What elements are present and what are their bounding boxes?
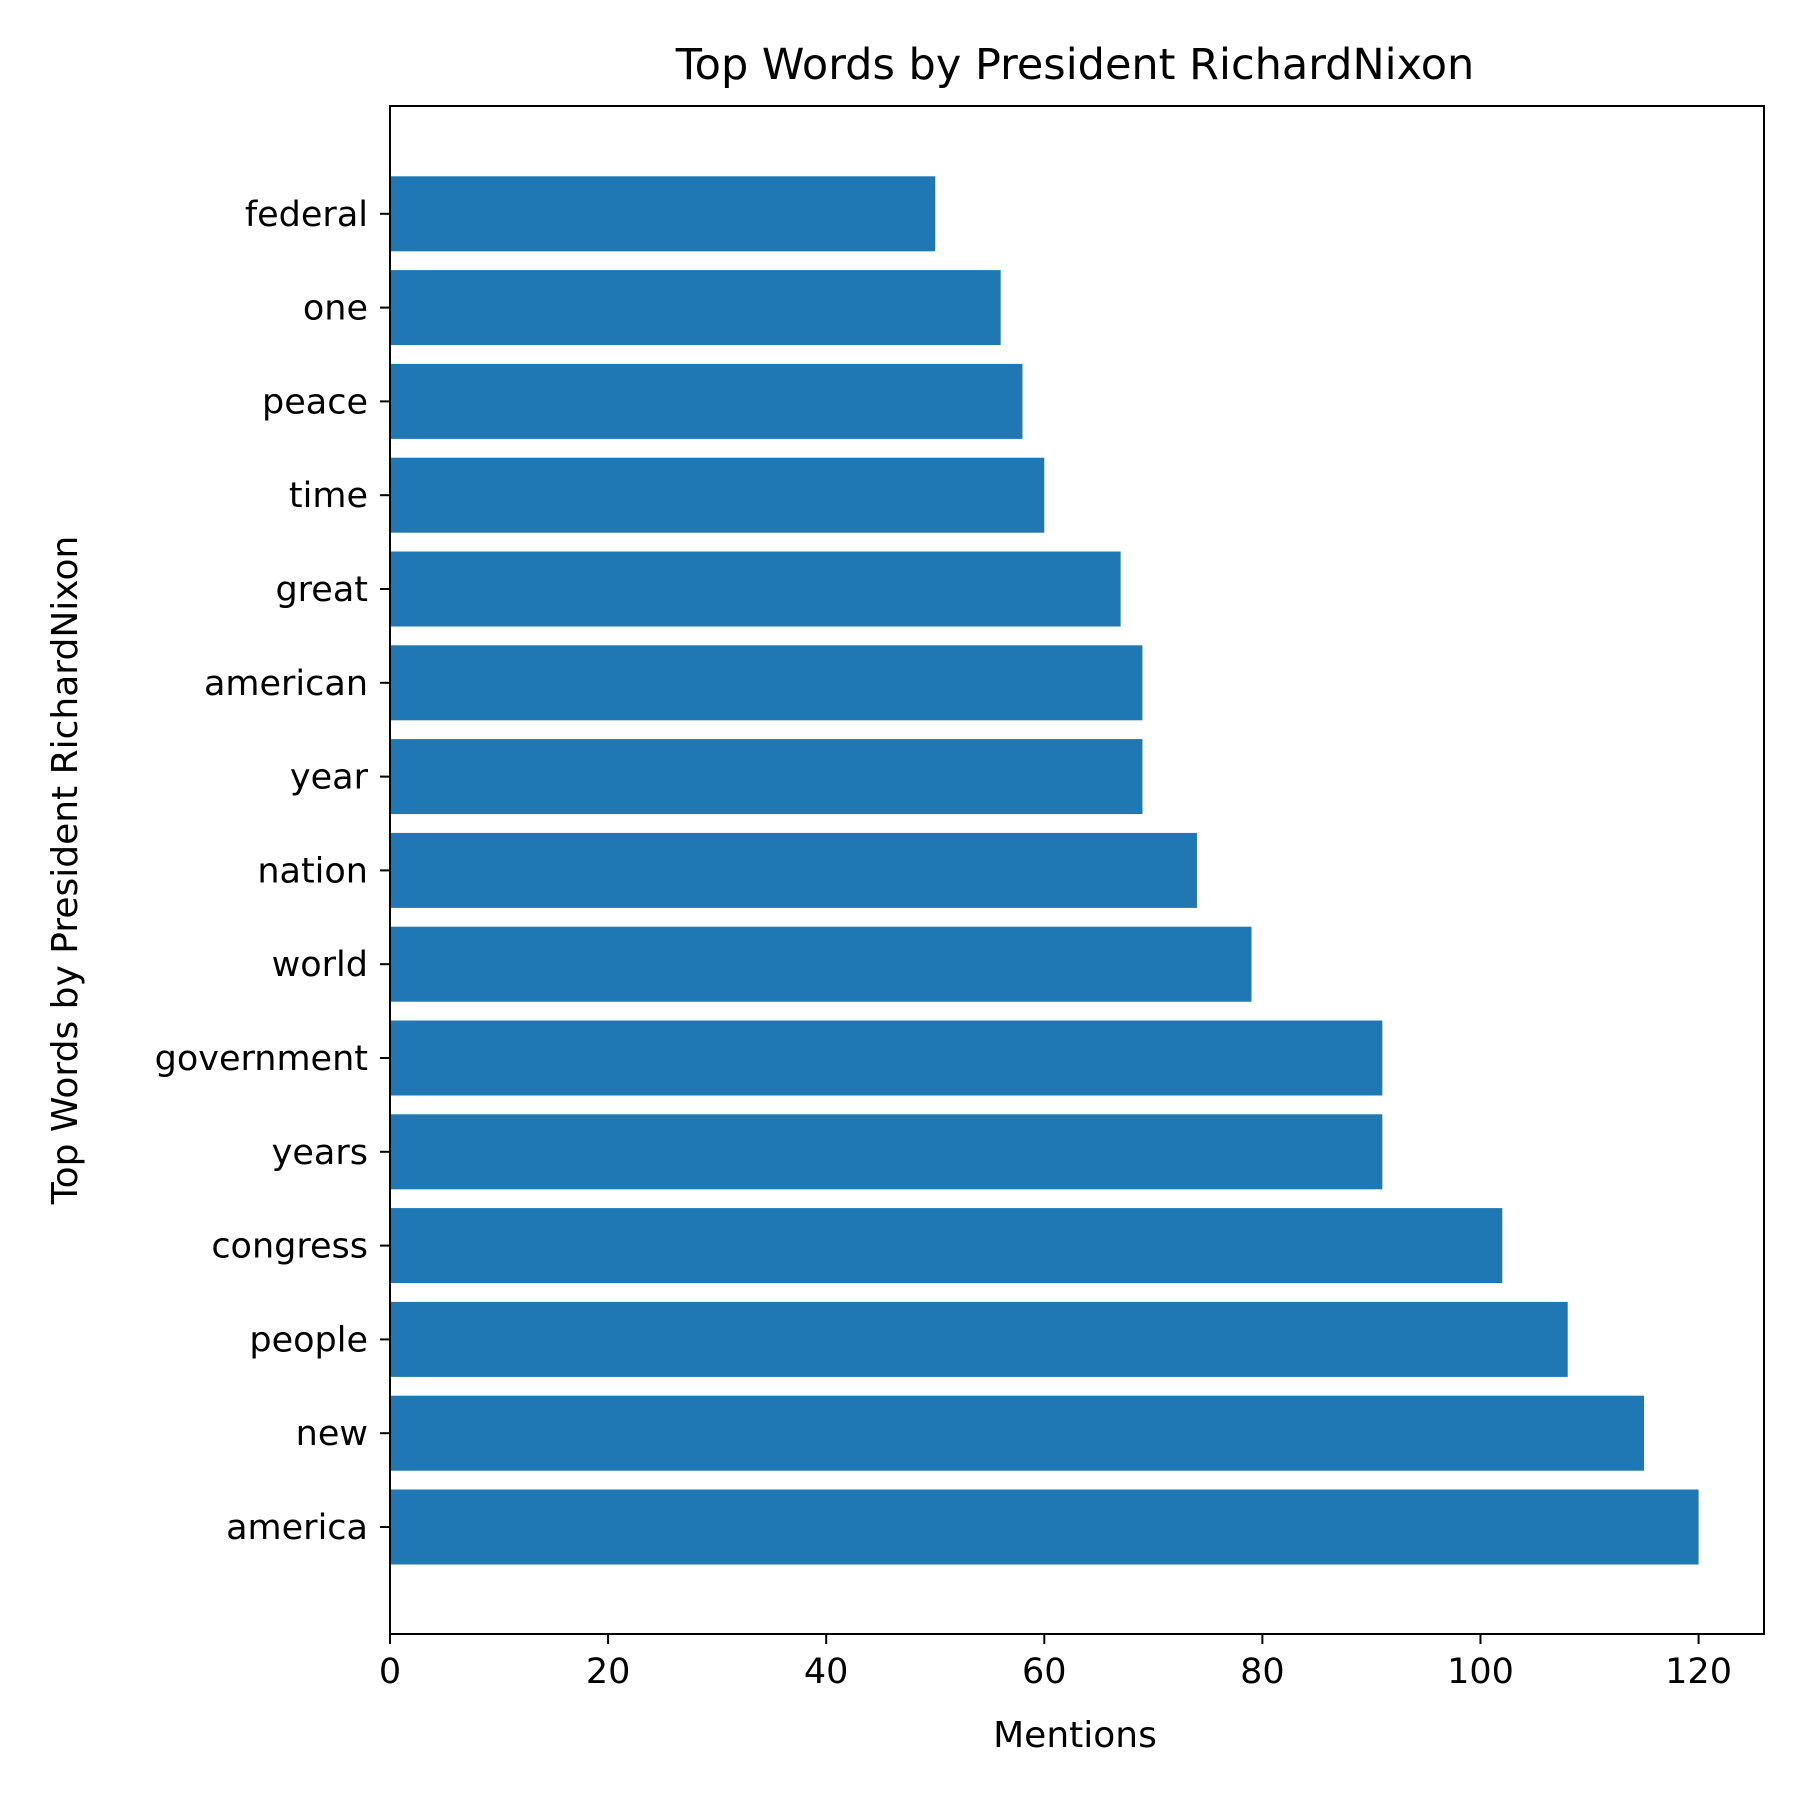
x-tick-label-80: 80 — [1240, 1652, 1285, 1692]
y-tick-label-american: american — [204, 664, 368, 704]
bar-new — [390, 1395, 1645, 1471]
y-tick-label-one: one — [303, 289, 368, 329]
bar-congress — [390, 1208, 1503, 1284]
bar-nation — [390, 832, 1197, 908]
bar-one — [390, 270, 1001, 346]
y-tick-label-new: new — [296, 1414, 368, 1454]
x-axis: 0 20 40 60 80 100 120 — [379, 1634, 1732, 1692]
y-tick-label-years: years — [272, 1133, 368, 1173]
y-tick-label-time: time — [289, 476, 368, 516]
bar-world — [390, 926, 1252, 1002]
x-tick-label-120: 120 — [1665, 1652, 1732, 1692]
x-tick-label-100: 100 — [1447, 1652, 1514, 1692]
bar-federal — [390, 176, 936, 252]
bar-time — [390, 457, 1045, 533]
y-tick-label-federal: federal — [245, 195, 368, 235]
plot-frame — [389, 105, 1765, 1635]
y-tick-label-nation: nation — [257, 851, 368, 891]
x-tick-label-0: 0 — [379, 1652, 401, 1692]
bar-american — [390, 645, 1143, 721]
x-tick-label-60: 60 — [1022, 1652, 1067, 1692]
y-axis-label: Top Words by President RichardNixon — [45, 536, 86, 1206]
y-tick-label-great: great — [275, 570, 368, 610]
x-axis-label: Mentions — [993, 1715, 1157, 1756]
y-tick-label-government: government — [155, 1039, 368, 1079]
bar-year — [390, 739, 1143, 815]
y-tick-label-peace: peace — [262, 382, 368, 422]
y-tick-label-people: people — [249, 1320, 368, 1360]
bar-great — [390, 551, 1121, 627]
x-tick-label-40: 40 — [804, 1652, 849, 1692]
y-tick-label-year: year — [290, 758, 369, 798]
bar-peace — [390, 363, 1023, 439]
bar-government — [390, 1020, 1383, 1096]
bar-people — [390, 1301, 1568, 1377]
y-axis: america new people congress years government w… — [155, 195, 390, 1548]
chart-title: Top Words by President RichardNixon — [675, 40, 1475, 90]
y-tick-label-congress: congress — [211, 1227, 368, 1267]
y-tick-label-america: america — [226, 1508, 368, 1548]
bars-group — [390, 176, 1699, 1565]
y-tick-label-world: world — [272, 945, 368, 985]
bar-america — [390, 1489, 1699, 1565]
bar-years — [390, 1114, 1383, 1190]
x-tick-label-20: 20 — [586, 1652, 631, 1692]
